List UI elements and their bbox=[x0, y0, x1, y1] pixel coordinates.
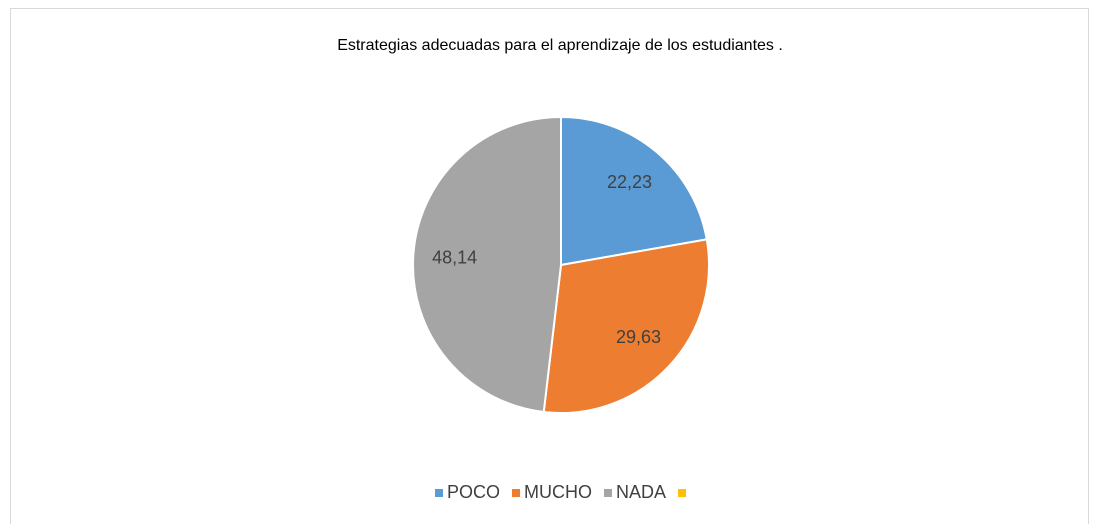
legend-label: POCO bbox=[447, 482, 500, 502]
legend-marker bbox=[435, 489, 443, 497]
data-label: 22,23 bbox=[607, 172, 652, 192]
pie-slice bbox=[412, 115, 562, 414]
legend-marker bbox=[604, 489, 613, 497]
legend-marker bbox=[678, 489, 687, 497]
legend-label: NADA bbox=[616, 482, 666, 502]
chart-title: Estrategias adecuadas para el aprendizaj… bbox=[337, 37, 783, 54]
pie-slice bbox=[542, 238, 710, 414]
pie-slice bbox=[560, 115, 708, 267]
legend-label: MUCHO bbox=[524, 482, 592, 502]
data-label: 48,14 bbox=[432, 248, 477, 268]
legend-marker bbox=[512, 489, 521, 497]
data-label: 29,63 bbox=[616, 327, 661, 347]
